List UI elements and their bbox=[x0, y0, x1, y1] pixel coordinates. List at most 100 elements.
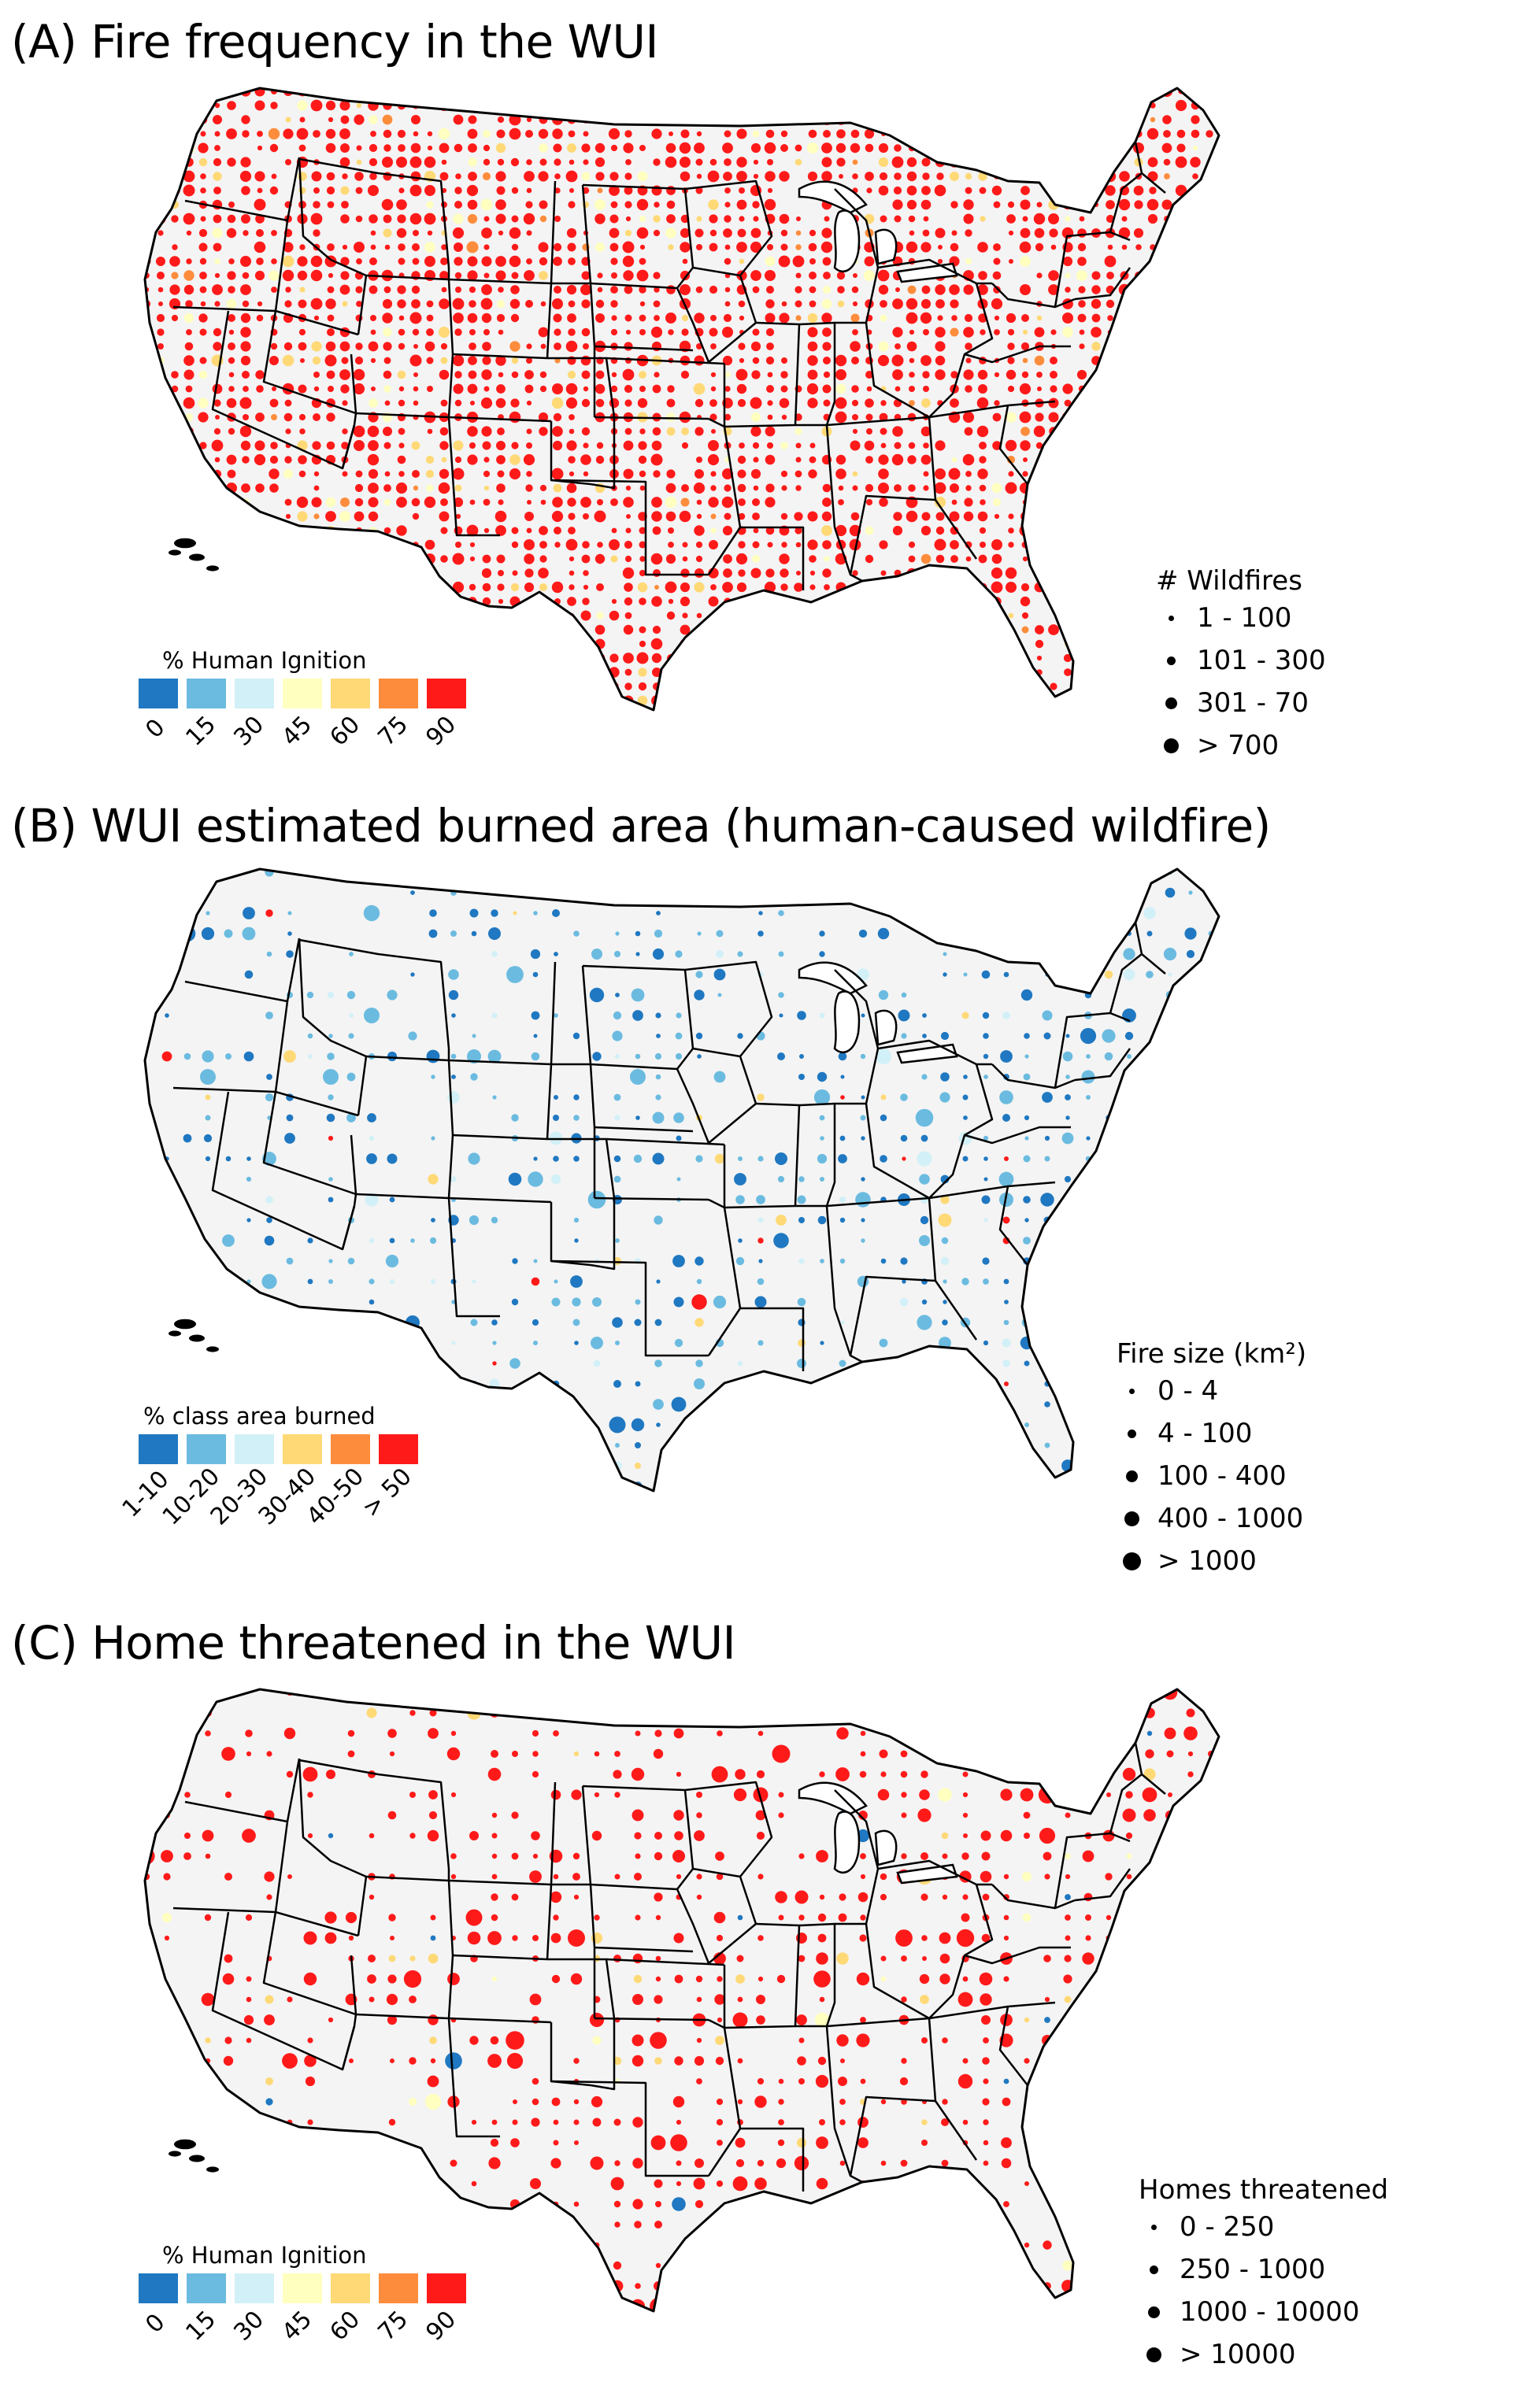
fire-marker bbox=[390, 1936, 394, 1940]
fire-marker bbox=[453, 497, 464, 508]
fire-marker bbox=[609, 539, 620, 550]
fire-marker bbox=[613, 1380, 621, 1388]
fire-marker bbox=[1006, 653, 1017, 664]
fire-marker bbox=[510, 611, 520, 620]
fire-marker bbox=[171, 427, 179, 435]
fire-marker bbox=[880, 1771, 887, 1777]
fire-marker bbox=[767, 683, 773, 690]
fire-marker bbox=[205, 1730, 211, 1737]
state-border bbox=[991, 283, 1076, 309]
fire-marker bbox=[836, 129, 846, 139]
fire-marker bbox=[430, 869, 436, 875]
fire-marker bbox=[1125, 1832, 1133, 1840]
fire-marker bbox=[538, 327, 549, 338]
fire-marker bbox=[983, 1710, 989, 1716]
fire-marker bbox=[450, 1176, 457, 1182]
fire-marker bbox=[1106, 1689, 1112, 1696]
fire-marker bbox=[1062, 327, 1073, 338]
fire-marker bbox=[339, 341, 350, 352]
fire-marker bbox=[1127, 1156, 1132, 1161]
fire-marker bbox=[983, 1177, 988, 1182]
fire-marker bbox=[964, 157, 973, 167]
fire-marker bbox=[354, 767, 364, 776]
fire-marker bbox=[852, 570, 858, 576]
fire-marker bbox=[879, 498, 888, 507]
fire-marker bbox=[213, 342, 222, 351]
fire-marker bbox=[1084, 1257, 1092, 1265]
fire-marker bbox=[164, 1771, 170, 1777]
fire-marker bbox=[624, 540, 633, 549]
fire-marker bbox=[878, 483, 889, 494]
fire-marker bbox=[1125, 1791, 1133, 1799]
fire-marker bbox=[1132, 368, 1145, 381]
fire-marker bbox=[610, 385, 618, 393]
fire-marker bbox=[708, 497, 719, 508]
fire-marker bbox=[864, 681, 875, 692]
fire-marker bbox=[665, 142, 676, 154]
fire-marker bbox=[779, 553, 790, 564]
fire-marker bbox=[1065, 2037, 1071, 2044]
fire-marker bbox=[952, 755, 957, 760]
fire-marker bbox=[695, 640, 703, 648]
fire-marker bbox=[552, 128, 563, 139]
fire-marker bbox=[962, 453, 975, 466]
fire-marker bbox=[581, 271, 591, 280]
fire-marker bbox=[939, 1480, 951, 1491]
fire-marker bbox=[637, 582, 648, 593]
fire-marker bbox=[496, 767, 506, 776]
fire-marker bbox=[1220, 328, 1227, 335]
fire-marker bbox=[1150, 272, 1156, 279]
fire-marker bbox=[384, 400, 391, 406]
color-swatch bbox=[187, 1434, 226, 1464]
fire-marker bbox=[145, 468, 152, 479]
fire-marker bbox=[1106, 1525, 1112, 1530]
fire-marker bbox=[389, 1237, 395, 1244]
fire-marker bbox=[205, 1156, 211, 1162]
fire-marker bbox=[821, 752, 833, 764]
fire-marker bbox=[1190, 213, 1201, 224]
fire-marker bbox=[492, 1361, 497, 1366]
fire-marker bbox=[1192, 244, 1198, 250]
fire-marker bbox=[909, 329, 915, 335]
fire-marker bbox=[1049, 228, 1058, 238]
fire-marker bbox=[469, 300, 476, 308]
fire-marker bbox=[498, 287, 504, 293]
fire-marker bbox=[554, 173, 561, 179]
fire-marker bbox=[1024, 1360, 1030, 1367]
fire-marker bbox=[455, 173, 461, 179]
fire-marker bbox=[739, 315, 745, 321]
fire-marker bbox=[328, 627, 334, 633]
fire-marker bbox=[454, 201, 462, 209]
fire-marker bbox=[1220, 385, 1228, 393]
fire-marker bbox=[1249, 230, 1256, 237]
fire-marker bbox=[242, 456, 250, 464]
fire-marker bbox=[877, 269, 890, 282]
fire-marker bbox=[1249, 1730, 1255, 1737]
fire-marker bbox=[935, 227, 946, 239]
fire-marker bbox=[340, 597, 350, 606]
fire-marker bbox=[822, 738, 832, 748]
fire-marker bbox=[1105, 185, 1116, 196]
state-border bbox=[1054, 1012, 1131, 1089]
fire-marker bbox=[539, 541, 547, 549]
fire-marker bbox=[465, 1909, 483, 1926]
fire-marker bbox=[697, 103, 702, 108]
state-border bbox=[452, 1134, 548, 1141]
color-tick-label: 30 bbox=[228, 711, 270, 752]
fire-marker bbox=[709, 399, 717, 407]
fire-marker bbox=[1044, 869, 1050, 875]
fire-marker bbox=[923, 386, 929, 392]
fire-marker bbox=[256, 527, 264, 534]
size-legend-dot bbox=[1125, 1470, 1138, 1482]
fire-marker bbox=[980, 683, 986, 690]
fire-marker bbox=[523, 213, 535, 225]
fire-marker bbox=[935, 284, 946, 295]
fire-marker bbox=[1133, 539, 1144, 550]
fire-marker bbox=[164, 1996, 170, 2003]
fire-marker bbox=[497, 470, 505, 478]
fire-marker bbox=[198, 157, 208, 167]
fire-marker bbox=[156, 469, 165, 479]
fire-marker bbox=[1006, 115, 1016, 124]
fire-marker bbox=[673, 1933, 684, 1944]
fire-marker bbox=[388, 1955, 396, 1962]
